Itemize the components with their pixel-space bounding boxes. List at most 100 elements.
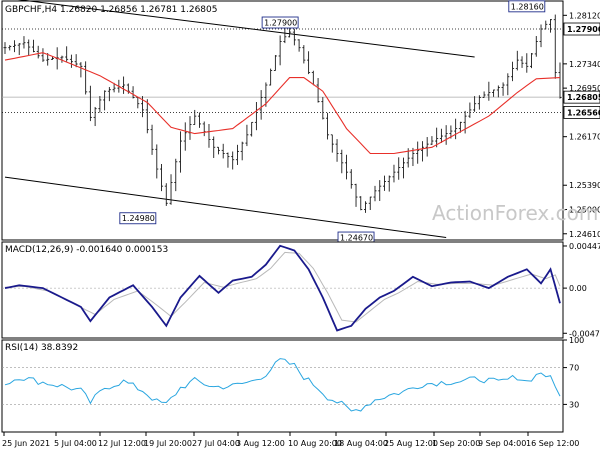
price-annotation-box (261, 16, 299, 29)
price-bar (283, 27, 287, 44)
price-bar (359, 196, 363, 211)
time-axis-label: 16 Sep 12:00 (526, 439, 579, 448)
price-y-tick-label: 1.27340 (569, 60, 600, 69)
price-bar (302, 45, 306, 64)
price-bar (553, 14, 557, 79)
price-bar (169, 174, 173, 205)
price-bar (69, 54, 73, 68)
time-axis-label: 25 Aug 12:00 (384, 439, 438, 448)
price-bar (420, 141, 424, 162)
price-bar (511, 61, 515, 82)
price-y-tick-label: 1.28120 (569, 11, 600, 20)
price-bar (473, 96, 477, 112)
time-axis-label: 27 Jul 04:00 (192, 439, 240, 448)
time-axis-label: 25 Jun 2021 (2, 439, 50, 448)
price-bar (387, 175, 391, 192)
channel-trendline (17, 0, 475, 58)
price-bar (378, 180, 382, 201)
price-bar (326, 112, 330, 140)
price-bar (122, 76, 126, 94)
price-bar (212, 136, 216, 158)
price-bar (46, 53, 50, 66)
price-bar (444, 125, 448, 145)
price-bar (193, 109, 197, 125)
price-bar (392, 164, 396, 183)
price-level-label: 1.26560 (567, 108, 600, 117)
price-y-tick-label: 1.25000 (569, 206, 600, 215)
price-bar (31, 39, 35, 53)
price-bar (544, 20, 548, 30)
price-bar (397, 157, 401, 180)
rsi-y-tick-label: 100 (569, 336, 584, 345)
macd-title: MACD(12,26,9) -0.001640 0.000153 (5, 245, 168, 255)
price-bar (8, 45, 12, 51)
rsi-plot-frame (1, 339, 564, 433)
time-axis-label: 1 Sep 20:00 (432, 439, 480, 448)
price-bar (382, 175, 386, 191)
price-bar (307, 51, 311, 75)
price-bar (340, 149, 344, 174)
price-bar (506, 73, 510, 96)
channel-trendline (4, 176, 447, 239)
price-bar (50, 56, 54, 60)
price-bar (197, 112, 201, 128)
price-bar (107, 87, 111, 102)
price-bar (330, 134, 334, 153)
macd-y-tick-label: 0.00 (569, 284, 587, 293)
price-bar (60, 55, 64, 63)
price-bar (235, 144, 239, 165)
price-bar (477, 95, 481, 110)
price-bar (454, 118, 458, 140)
price-bar (160, 163, 164, 192)
price-bar (131, 86, 135, 99)
price-bar (292, 28, 296, 46)
price-bar (501, 82, 505, 96)
price-bar (269, 68, 273, 86)
price-bar (468, 102, 472, 118)
price-bar (492, 89, 496, 97)
price-bar (3, 42, 7, 54)
rsi-line (4, 358, 561, 412)
price-bar (316, 78, 320, 103)
price-bar (520, 56, 524, 68)
price-bar (539, 24, 543, 48)
time-axis-label: 19 Jul 20:00 (144, 439, 192, 448)
rsi-title: RSI(14) 38.8392 (5, 343, 78, 353)
price-bar (17, 43, 21, 56)
macd-line (4, 244, 561, 332)
price-bar (226, 152, 230, 168)
price-y-tick-label: 1.26170 (569, 133, 600, 142)
price-bar (530, 52, 534, 69)
price-bar (88, 85, 92, 122)
price-bar (216, 146, 220, 155)
price-bar (416, 141, 420, 164)
price-bar (164, 183, 168, 206)
price-bar (401, 157, 405, 179)
price-bar (103, 90, 107, 111)
price-bar (93, 106, 97, 127)
price-bar (145, 99, 149, 134)
time-axis-label: 9 Sep 04:00 (478, 439, 526, 448)
price-bar (12, 40, 16, 53)
price-bar (321, 97, 325, 120)
price-bar (534, 36, 538, 57)
price-bar (435, 127, 439, 148)
price-annotation-box (119, 212, 157, 225)
macd-y-tick-label: 0.004477 (569, 242, 600, 251)
price-bar (373, 185, 377, 202)
price-bar (354, 183, 358, 207)
price-bar (278, 35, 282, 66)
price-bar (368, 196, 372, 211)
price-bar (79, 62, 83, 78)
price-bar (98, 96, 102, 113)
price-bar (245, 124, 249, 147)
price-bar (496, 85, 500, 98)
price-bar (430, 136, 434, 145)
rsi-panel: RSI(14) 38.8392 100 70 30 (1, 336, 584, 433)
price-bar (425, 137, 429, 157)
price-panel: GBPCHF,H4 1.26820 1.26856 1.26781 1.2680… (1, 0, 600, 244)
time-axis-label: 10 Aug 20:00 (288, 439, 342, 448)
price-bar (525, 53, 529, 73)
price-bar (439, 128, 443, 143)
